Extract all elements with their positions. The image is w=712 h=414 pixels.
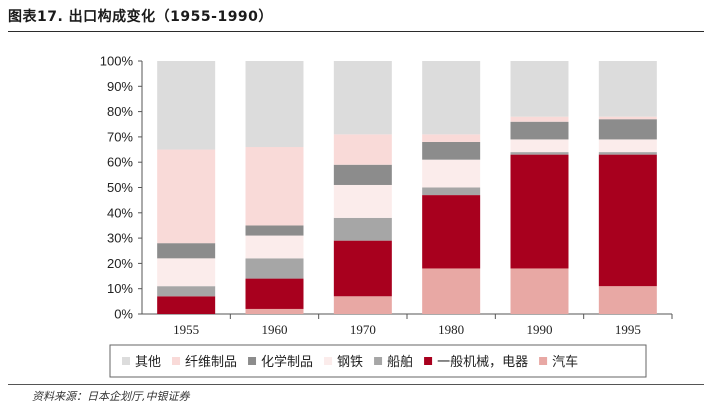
footer-divider <box>8 384 704 385</box>
y-tick-label: 80% <box>107 104 133 119</box>
y-tick-label: 40% <box>107 205 133 220</box>
legend-swatch <box>539 357 548 365</box>
bar-segment <box>245 308 304 314</box>
y-tick-label: 70% <box>107 129 133 144</box>
bar-segment <box>598 154 657 287</box>
bar-segment <box>422 195 481 269</box>
bar-segment <box>510 154 569 269</box>
bar-segment <box>598 119 657 140</box>
bar-segment <box>598 286 657 314</box>
bar-segment <box>157 243 216 259</box>
x-tick-label: 1995 <box>615 322 641 337</box>
bar-segment <box>157 258 216 287</box>
y-tick-label: 0% <box>114 307 133 322</box>
bar-segment <box>157 286 216 297</box>
legend-label: 钢铁 <box>337 355 363 370</box>
bar-segment <box>245 278 304 309</box>
legend-swatch <box>248 357 257 365</box>
y-tick-label: 20% <box>107 256 133 271</box>
legend-swatch <box>324 357 333 365</box>
bar-segment <box>333 164 392 185</box>
stacked-bar-chart: 0% 10% 20% 30% 40% 50% 60% 70% 80% 90% 100% 1955 196… <box>100 54 673 378</box>
bar-segment <box>598 139 657 153</box>
bar-segment <box>510 268 569 314</box>
legend-swatch <box>374 357 383 365</box>
title-divider <box>8 31 704 32</box>
bar-segment <box>510 152 569 155</box>
bar-segment <box>510 61 569 117</box>
bar-segment <box>333 61 392 135</box>
legend-label: 汽车 <box>552 354 578 370</box>
y-tick-label: 100% <box>100 54 134 69</box>
bar-segment <box>422 61 481 135</box>
bar-segment <box>157 296 216 314</box>
bar-segment <box>333 134 392 165</box>
bar-segment <box>422 187 481 196</box>
bar-segment <box>333 184 392 218</box>
bar-segment <box>510 121 569 140</box>
y-tick-label: 60% <box>107 155 133 170</box>
legend-swatch <box>424 357 433 365</box>
bar-segment <box>422 159 481 188</box>
bar-segment <box>157 61 216 150</box>
chart-title: 图表17. 出口构成变化（1955-1990） <box>8 9 273 25</box>
x-tick-label: 1980 <box>438 322 464 337</box>
legend-label: 其他 <box>135 355 161 370</box>
x-tick-label: 1955 <box>173 322 199 337</box>
bar-segment <box>598 152 657 155</box>
legend-swatch <box>122 357 130 365</box>
bar-segment <box>245 61 304 148</box>
y-tick-label: 30% <box>107 231 133 246</box>
bar-segment <box>422 268 481 314</box>
bar-segment <box>510 116 569 122</box>
y-tick-label: 10% <box>107 281 133 296</box>
legend-label: 化学制品 <box>261 354 313 370</box>
bar-segment <box>510 139 569 153</box>
bar-segment <box>598 61 657 117</box>
legend-swatch <box>172 357 181 365</box>
legend-label: 船舶 <box>387 354 413 370</box>
bar-segment <box>333 217 392 241</box>
bar-segment <box>333 296 392 314</box>
bar-segment <box>245 235 304 259</box>
source-note: 资料来源：日本企划厅,中银证券 <box>32 390 190 403</box>
bar-segment <box>245 147 304 226</box>
x-tick-label: 1970 <box>350 322 376 337</box>
bar-segment <box>598 116 657 120</box>
y-tick-label: 50% <box>107 180 133 195</box>
bar-segment <box>245 258 304 279</box>
y-tick-label: 90% <box>107 79 133 94</box>
bar-segment <box>333 240 392 297</box>
x-tick-label: 1990 <box>527 322 553 337</box>
x-tick-label: 1960 <box>262 322 288 337</box>
bar-segment <box>245 225 304 236</box>
bar-segment <box>157 149 216 244</box>
legend-label: 一般机械，电器 <box>437 354 528 370</box>
bar-segment <box>422 134 481 142</box>
bar-segment <box>422 141 481 160</box>
legend-label: 纤维制品 <box>185 355 237 370</box>
